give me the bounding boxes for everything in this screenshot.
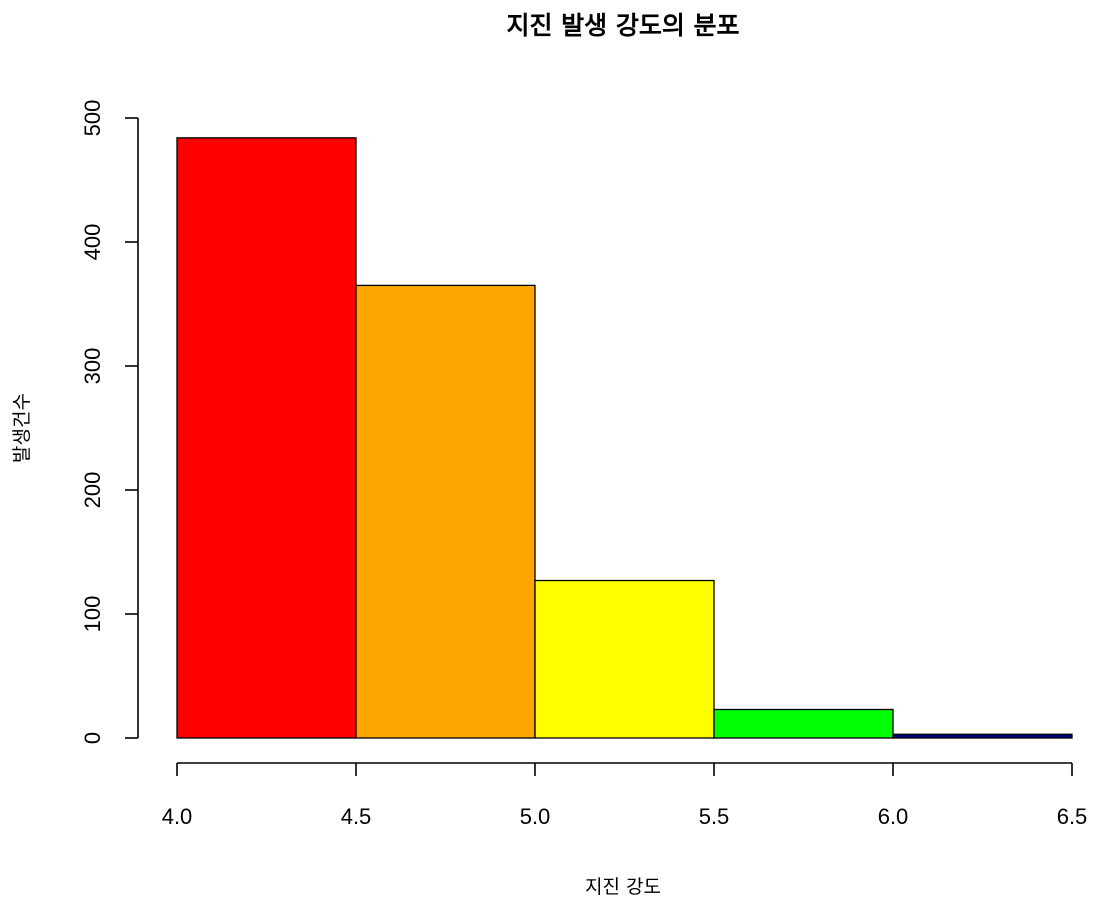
y-tick-label: 500 <box>80 100 105 137</box>
x-tick-label: 5.0 <box>520 804 551 829</box>
x-tick-label: 4.0 <box>162 804 193 829</box>
bar-2 <box>534 579 715 739</box>
bar-4 <box>892 733 1073 739</box>
x-tick-label: 4.5 <box>341 804 372 829</box>
y-axis: 0 100 200 300 400 500 <box>80 100 139 744</box>
bar-0 <box>176 137 357 739</box>
y-tick-label: 300 <box>80 348 105 385</box>
x-tick-label: 6.5 <box>1057 804 1088 829</box>
y-tick-label: 400 <box>80 224 105 261</box>
bar-3 <box>713 708 894 739</box>
x-tick-label: 6.0 <box>878 804 909 829</box>
bar-1 <box>355 284 536 739</box>
bars-group <box>176 137 1073 739</box>
y-tick-label: 200 <box>80 472 105 509</box>
y-axis-label: 발생건수 <box>11 393 33 463</box>
x-tick-label: 5.5 <box>699 804 730 829</box>
x-axis: 4.0 4.5 5.0 5.5 6.0 6.5 <box>162 762 1088 829</box>
y-tick-label: 100 <box>80 596 105 633</box>
x-axis-label: 지진 강도 <box>585 876 661 898</box>
y-tick-label: 0 <box>80 732 105 744</box>
chart-title: 지진 발생 강도의 분포 <box>506 11 739 40</box>
